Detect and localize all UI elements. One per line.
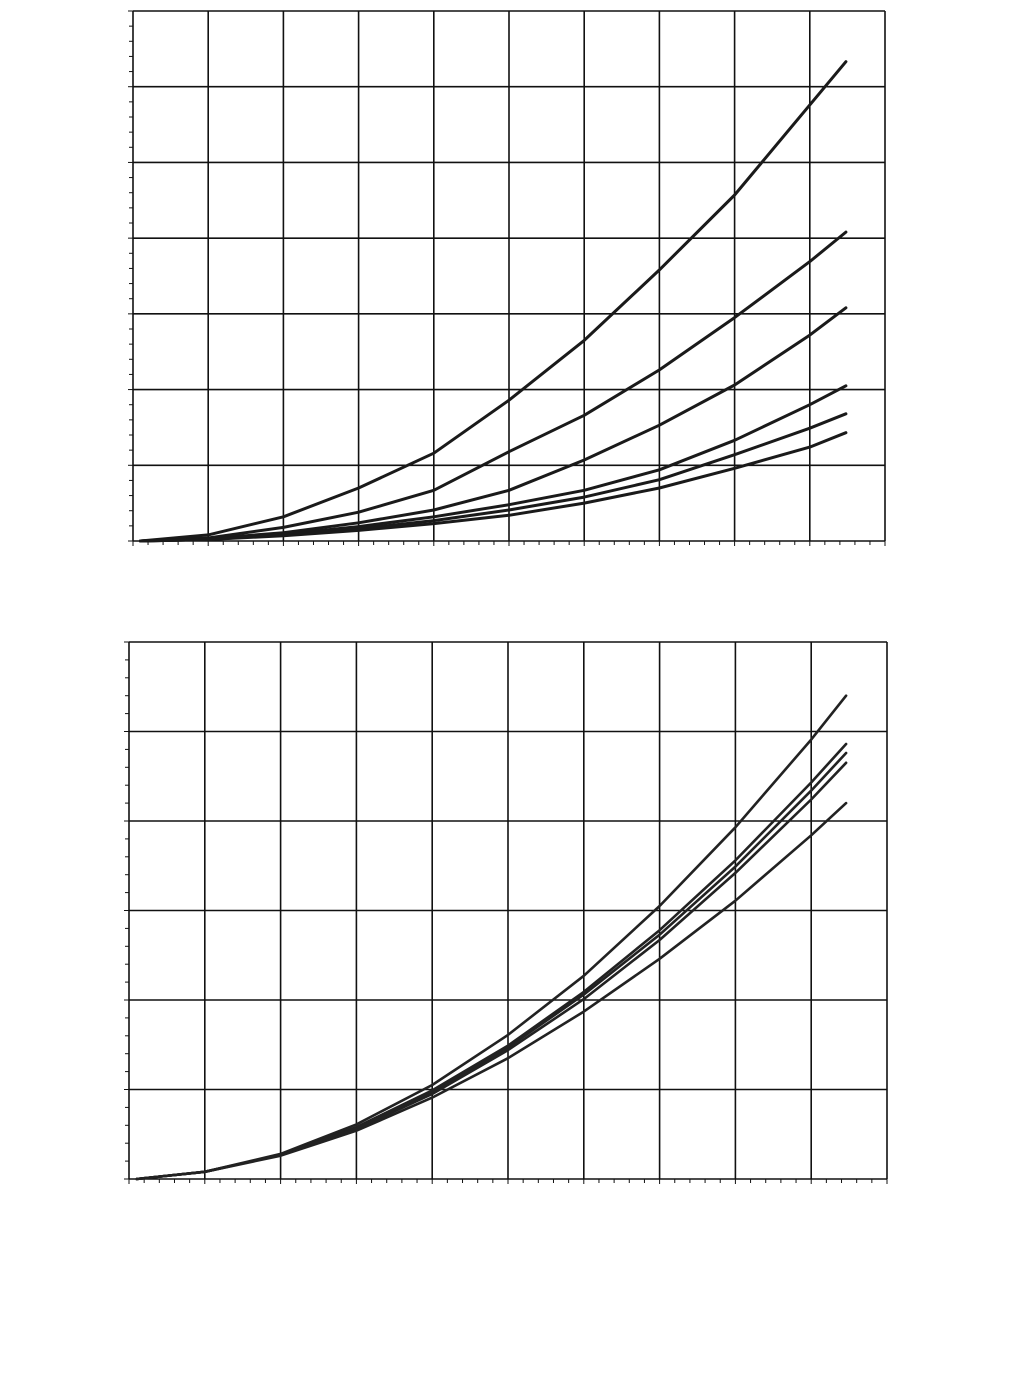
curve xyxy=(135,751,848,1181)
curve xyxy=(135,801,848,1181)
curve xyxy=(139,431,848,543)
curve xyxy=(135,742,848,1181)
curve xyxy=(139,60,848,543)
curve xyxy=(139,230,848,543)
curve xyxy=(135,761,848,1181)
plot xyxy=(128,10,886,546)
curve xyxy=(139,412,848,543)
curve xyxy=(135,694,848,1181)
plot xyxy=(124,641,888,1184)
